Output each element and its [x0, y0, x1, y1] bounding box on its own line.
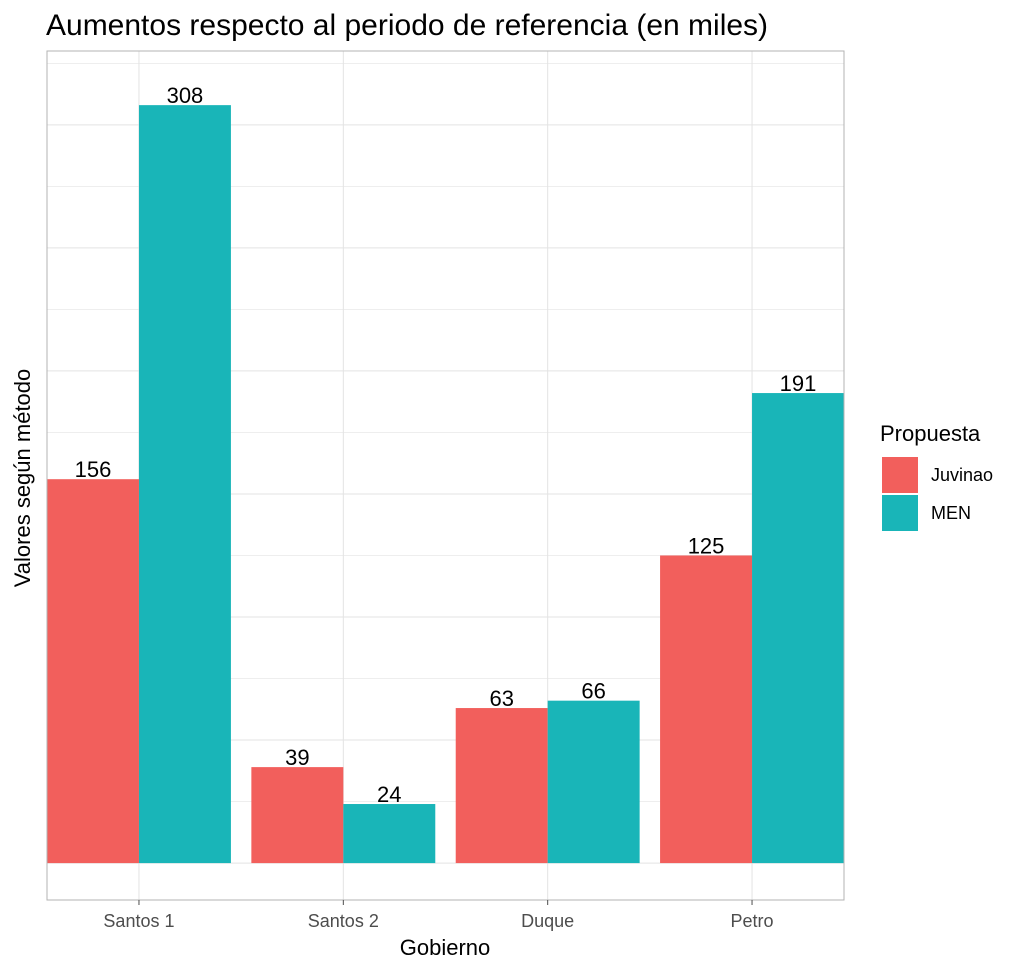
- x-tick-label: Santos 1: [103, 911, 174, 931]
- panel-border: [46, 50, 845, 901]
- data-label: 191: [780, 371, 817, 396]
- data-label: 156: [75, 457, 112, 482]
- bar: [752, 393, 844, 864]
- data-label: 63: [489, 686, 513, 711]
- bar: [138, 105, 231, 864]
- data-label: 308: [167, 83, 204, 108]
- bars: [47, 105, 844, 864]
- legend: Propuesta Juvinao MEN: [880, 421, 993, 531]
- x-tick-label: Santos 2: [308, 911, 379, 931]
- y-axis-title: Valores según método: [10, 369, 35, 588]
- x-axis-ticks: Santos 1 Santos 2 Duque Petro: [103, 900, 774, 931]
- bar: [547, 700, 640, 864]
- bar: [47, 479, 139, 864]
- legend-label: Juvinao: [931, 465, 993, 485]
- data-label: 24: [377, 782, 401, 807]
- data-labels: 156 39 63 125 308 24 66 191: [75, 83, 817, 807]
- data-label: 39: [285, 745, 309, 770]
- x-tick-label: Duque: [521, 911, 574, 931]
- chart-title: Aumentos respecto al periodo de referenc…: [46, 9, 768, 42]
- legend-label: MEN: [931, 503, 971, 523]
- x-axis-title: Gobierno: [400, 935, 491, 960]
- data-label: 66: [581, 679, 605, 704]
- bar: [251, 767, 344, 864]
- bar: [455, 708, 548, 864]
- plot-panel: 156 39 63 125 308 24 66 191: [46, 50, 845, 901]
- legend-title: Propuesta: [880, 421, 981, 446]
- x-tick-label: Petro: [731, 911, 774, 931]
- legend-swatch: [882, 495, 918, 531]
- bar: [343, 804, 436, 864]
- data-label: 125: [688, 533, 725, 558]
- bar: [660, 555, 753, 864]
- legend-items: Juvinao MEN: [882, 457, 993, 531]
- legend-swatch: [882, 457, 918, 493]
